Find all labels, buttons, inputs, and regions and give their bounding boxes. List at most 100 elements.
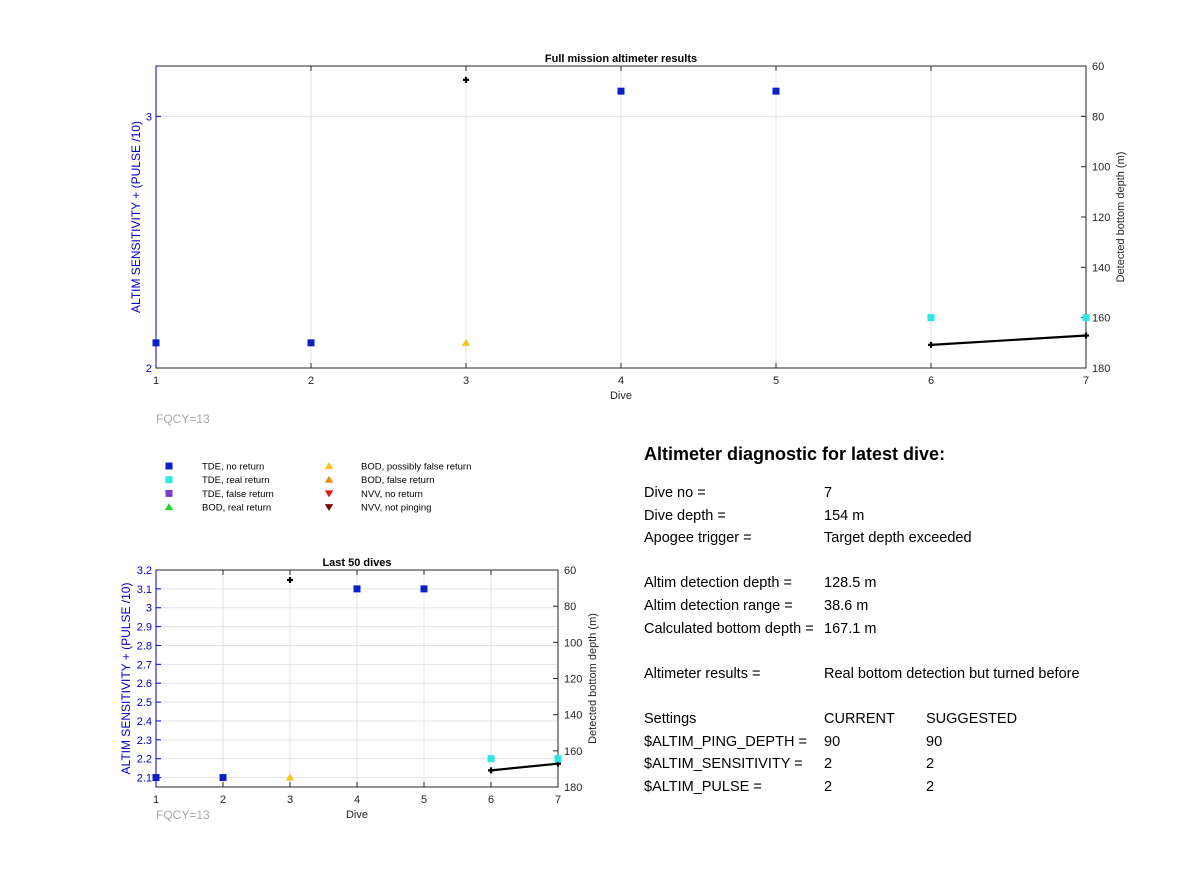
data-point — [353, 585, 361, 593]
x-tick-label: 7 — [555, 794, 561, 806]
suggested-header: SUGGESTED — [926, 710, 1018, 727]
altimeter-results-label: Altimeter results = — [644, 665, 761, 682]
dive-no-value: 7 — [824, 485, 833, 501]
data-point — [927, 314, 935, 322]
data-point — [307, 339, 315, 347]
x-tick-label: 6 — [488, 794, 494, 806]
altimeter-results-row: Altimeter results = Real bottom detectio… — [644, 663, 1184, 686]
setting-name: $ALTIM_PULSE = — [644, 778, 762, 795]
apogee-trigger-value: Target depth exceeded — [824, 530, 972, 547]
bottom-depth-line — [930, 334, 1087, 346]
y-right-tick-label: 160 — [1092, 313, 1110, 325]
data-point — [461, 338, 471, 346]
x-tick-label: 2 — [308, 375, 314, 387]
data-point — [420, 585, 428, 593]
legend-marker — [165, 489, 173, 497]
calculated-bottom-depth-row: Calculated bottom depth = 167.1 m — [644, 618, 1184, 641]
dive-no-label: Dive no = — [644, 485, 706, 501]
y-right-tick-label: 160 — [564, 746, 582, 758]
y-left-tick-label: 3.2 — [137, 565, 152, 577]
x-axis-label: Dive — [610, 390, 632, 402]
data-point — [487, 755, 495, 763]
legend-label: BOD, false return — [361, 475, 434, 486]
data-point — [1082, 314, 1090, 322]
y-right-tick-label: 60 — [564, 565, 576, 577]
legend-marker — [164, 503, 174, 511]
altim-detection-range-row: Altim detection range = 38.6 m — [644, 595, 1184, 618]
altim-detection-depth-row: Altim detection depth = 128.5 m — [644, 572, 1184, 595]
y-right-tick-label: 180 — [564, 782, 582, 794]
y-right-tick-label: 140 — [1092, 262, 1110, 274]
current-header: CURRENT — [824, 710, 895, 727]
diagnostic-title: Altimeter diagnostic for latest dive: — [644, 444, 946, 464]
legend-label: NVV, not pinging — [361, 503, 431, 514]
fqcy-annotation-bottom: FQCY=13 — [156, 808, 210, 822]
x-tick-label: 2 — [220, 794, 226, 806]
legend-marker — [324, 462, 334, 469]
setting-current: 2 — [824, 756, 833, 773]
y-right-tick-label: 80 — [564, 601, 576, 613]
y-left-tick-label: 2.8 — [137, 640, 152, 652]
altim-detection-depth-value: 128.5 m — [824, 575, 877, 592]
bottom-depth-marker — [488, 767, 494, 774]
y-left-tick-label: 2.1 — [137, 773, 152, 785]
y-left-tick-label: 2.3 — [137, 735, 152, 747]
bottom-depth-marker — [463, 76, 469, 83]
apogee-trigger-row: Apogee trigger = Target depth exceeded — [644, 527, 1184, 550]
legend-label: TDE, no return — [202, 462, 264, 473]
setting-suggested: 2 — [926, 756, 935, 773]
legend-marker — [165, 462, 173, 470]
legend-marker — [324, 475, 334, 483]
bottom-depth-line — [490, 762, 559, 772]
y-right-axis-label: Detected bottom depth (m) — [587, 613, 599, 744]
x-tick-label: 7 — [1083, 375, 1089, 387]
x-tick-label: 3 — [287, 794, 293, 806]
setting-row-sensitivity: $ALTIM_SENSITIVITY = 2 2 — [644, 753, 1184, 776]
setting-current: 2 — [824, 778, 833, 795]
y-left-tick-label: 2.9 — [137, 622, 152, 634]
y-left-tick-label: 2 — [146, 363, 152, 375]
plot-area — [156, 570, 558, 787]
data-point — [285, 773, 295, 781]
dive-depth-label: Dive depth = — [644, 507, 726, 524]
setting-name: $ALTIM_SENSITIVITY = — [644, 756, 803, 773]
legend-label: TDE, real return — [202, 475, 270, 486]
bottom-depth-marker — [287, 576, 293, 583]
data-point — [617, 87, 625, 95]
x-tick-label: 4 — [354, 794, 360, 806]
apogee-trigger-label: Apogee trigger = — [644, 530, 752, 547]
setting-suggested: 2 — [926, 778, 935, 795]
y-left-tick-label: 3.1 — [137, 584, 152, 596]
x-tick-label: 1 — [153, 794, 159, 806]
settings-label: Settings — [644, 710, 697, 727]
setting-suggested: 90 — [926, 733, 943, 750]
calculated-bottom-depth-label: Calculated bottom depth = — [644, 620, 814, 637]
y-left-tick-label: 2.4 — [137, 716, 152, 728]
x-axis-label: Dive — [346, 809, 368, 821]
legend-marker — [324, 490, 334, 498]
bottom-depth-marker — [928, 341, 934, 348]
data-point — [554, 755, 562, 763]
x-tick-label: 5 — [773, 375, 779, 387]
y-left-tick-label: 2.2 — [137, 754, 152, 766]
settings-header-row: Settings CURRENT SUGGESTED — [644, 708, 1184, 731]
y-right-tick-label: 120 — [564, 674, 582, 686]
dive-no-row: Dive no = 7 — [644, 482, 1184, 505]
chart-title: Last 50 dives — [322, 557, 391, 569]
altim-detection-depth-label: Altim detection depth = — [644, 575, 792, 592]
y-left-tick-label: 3 — [146, 603, 152, 615]
y-right-tick-label: 140 — [564, 710, 582, 722]
y-left-tick-label: 2.6 — [137, 678, 152, 690]
y-left-axis-label: ALTIM SENSITIVITY + (PULSE /10) — [129, 121, 143, 313]
y-right-tick-label: 100 — [564, 637, 582, 649]
fqcy-annotation-top: FQCY=13 — [156, 412, 210, 426]
y-left-tick-label: 3 — [146, 111, 152, 123]
legend-label: TDE, false return — [202, 489, 274, 500]
altimeter-diagnostic-panel: Altimeter diagnostic for latest dive: Di… — [644, 444, 1184, 798]
altimeter-results-value: Real bottom detection but turned before — [824, 665, 1080, 682]
y-right-tick-label: 60 — [1092, 61, 1104, 73]
setting-row-pulse: $ALTIM_PULSE = 2 2 — [644, 776, 1184, 799]
legend-label: BOD, possibly false return — [361, 462, 471, 473]
x-tick-label: 6 — [928, 375, 934, 387]
